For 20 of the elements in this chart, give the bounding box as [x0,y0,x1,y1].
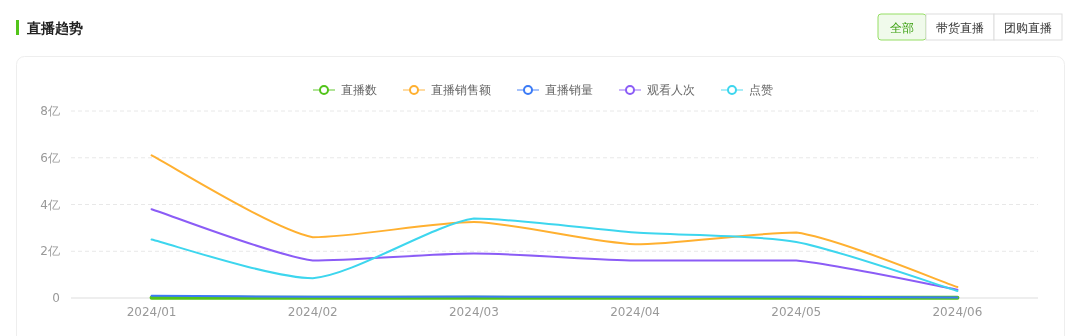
x-tick-label: 2024/06 [932,305,983,319]
y-tick-label: 2亿 [40,244,60,259]
y-tick-label: 4亿 [40,197,60,212]
x-tick-label: 2024/04 [610,305,661,319]
x-tick-label: 2024/01 [126,305,177,319]
legend-label: 直播数 [341,83,377,97]
y-tick-label: 8亿 [40,104,60,118]
chart-title: 直播趋势 [26,20,83,36]
legend-label: 直播销售额 [431,83,491,97]
legend-label: 点赞 [749,83,773,97]
y-tick-label: 6亿 [40,150,60,165]
text: 团购直播 [1004,21,1052,35]
x-tick-label: 2024/03 [448,305,499,319]
text: 全部 [890,21,914,35]
y-tick-label: 0 [52,291,60,305]
x-tick-label: 2024/02 [287,305,338,319]
text: 带货直播 [936,21,984,35]
legend-label: 直播销量 [545,83,593,97]
legend-label: 观看人次 [647,83,695,97]
x-tick-label: 2024/05 [771,305,822,319]
